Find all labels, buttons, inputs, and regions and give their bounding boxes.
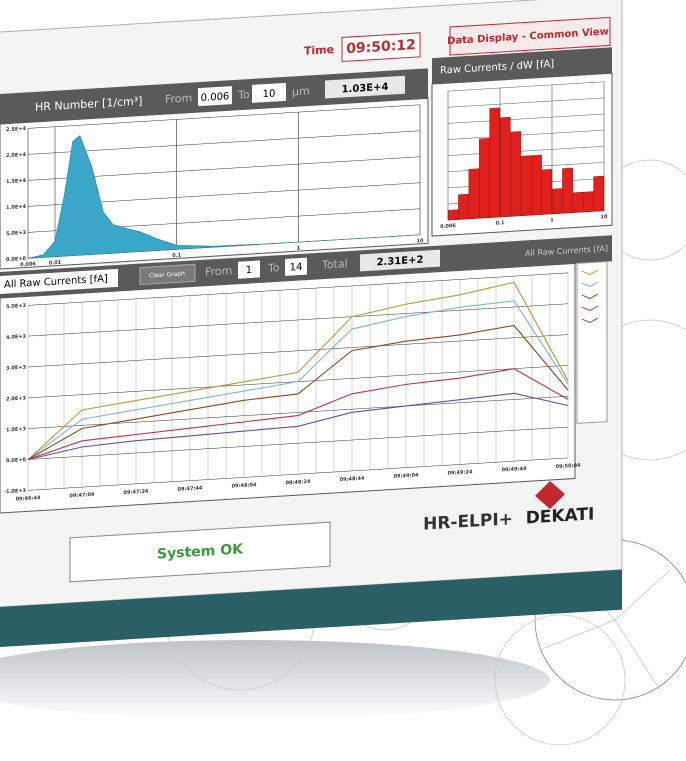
bar — [510, 131, 520, 216]
bar — [479, 138, 489, 218]
monitor-screen: Time 09:50:12 Data Display - Common View… — [0, 0, 622, 648]
x-tick-label: 0.1 — [172, 253, 181, 260]
from-label: From — [165, 91, 192, 106]
y-tick-label: 3.0E+3 — [6, 365, 26, 372]
total-label-2: Total — [321, 257, 348, 272]
y-tick-label: 5.0E+3 — [6, 230, 26, 237]
unit: µm — [292, 84, 310, 98]
x-tick-label: 0.006 — [440, 223, 456, 230]
time-label: Time — [304, 43, 334, 58]
from-label-2: From — [205, 264, 232, 279]
x-tick-label: 1 — [297, 245, 301, 251]
scene: Time 09:50:12 Data Display - Common View… — [0, 0, 686, 761]
bar — [552, 188, 562, 213]
to-label-2: To — [267, 261, 280, 275]
y-tick-label: 1.5E+4 — [6, 178, 26, 185]
brand-logo: DEKATI — [526, 504, 595, 528]
y-tick-label: 2.0E+3 — [6, 395, 26, 402]
y-tick-label: 2.5E+4 — [6, 126, 26, 133]
y-tick-label: 1.0E+3 — [6, 426, 26, 433]
bar — [521, 156, 531, 216]
y-tick-label: 4.0E+3 — [6, 334, 26, 341]
bar — [594, 176, 604, 211]
x-tick-label: 0.01 — [49, 260, 62, 267]
x-tick-label: 0.1 — [496, 220, 505, 227]
bar — [490, 108, 500, 218]
bar — [469, 169, 479, 219]
bar — [458, 194, 468, 219]
from-value-2: 1 — [246, 265, 252, 276]
y-tick-label: 2.0E+4 — [6, 152, 26, 159]
to-value-2: 14 — [290, 262, 303, 274]
bar — [448, 210, 458, 221]
bar — [531, 155, 541, 215]
bar — [573, 192, 583, 212]
to-label: To — [237, 88, 250, 102]
bar — [583, 192, 593, 212]
x-tick-label: 10 — [601, 214, 608, 220]
to-value: 10 — [263, 88, 276, 100]
y-tick-label: 1.0E+4 — [6, 204, 26, 211]
y-tick-label: 5.0E+3 — [6, 303, 26, 310]
x-tick-label: 0.006 — [20, 261, 36, 268]
from-value: 0.006 — [201, 91, 230, 104]
x-tick-label: 1 — [550, 217, 554, 223]
bar — [500, 117, 510, 217]
y-tick-label: 0.0E+0 — [6, 457, 26, 464]
x-tick-label: 10 — [417, 238, 424, 244]
bar — [542, 169, 552, 214]
raw-plot-bg — [0, 264, 575, 514]
bar — [562, 168, 572, 213]
